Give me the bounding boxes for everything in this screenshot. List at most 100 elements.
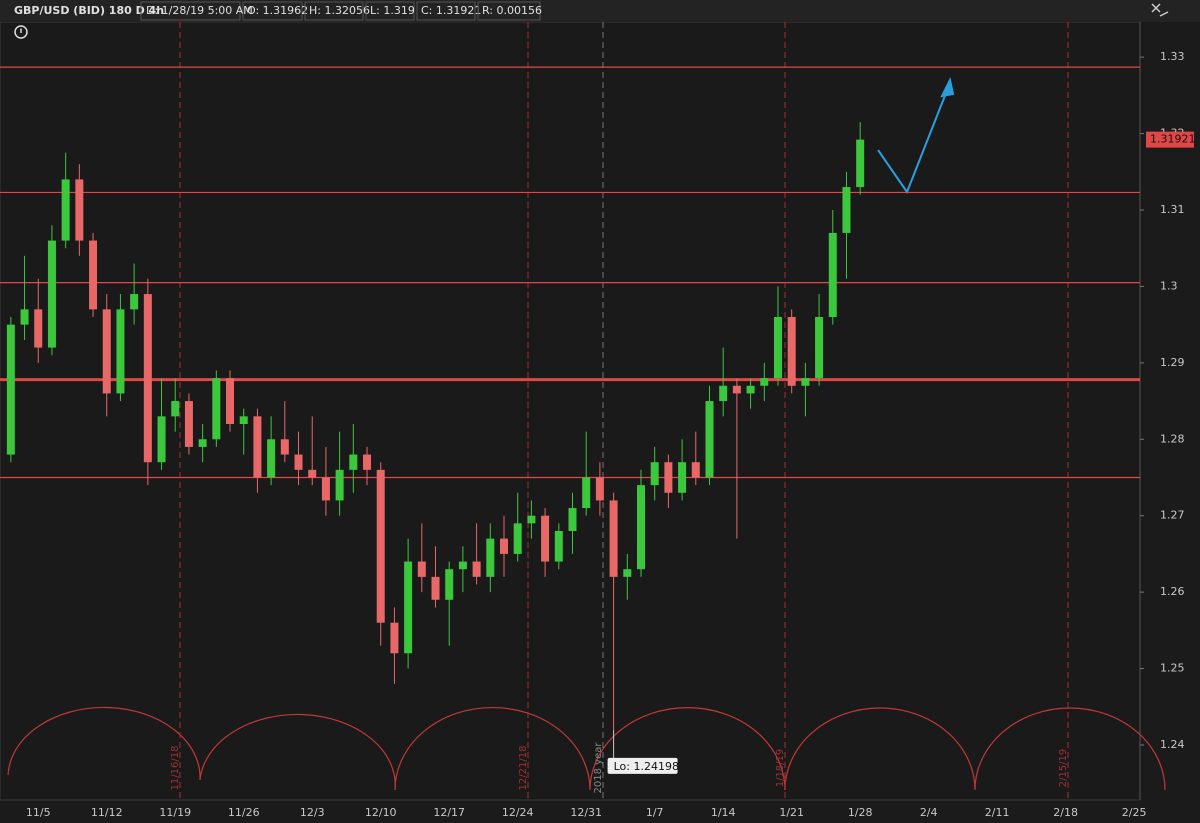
arrow-head <box>940 77 955 98</box>
x-tick-label: 1/7 <box>646 806 664 819</box>
candle-body <box>404 561 413 654</box>
marker-label: 2/15/19 <box>1058 749 1069 788</box>
symbol: GBP/USD (BID) 180 D 4h <box>14 4 164 17</box>
y-tick-label: 1.26 <box>1160 585 1185 598</box>
candle-body <box>609 500 618 577</box>
candle-body <box>527 515 536 524</box>
cycle-arcs <box>7 706 1166 791</box>
y-tick-label: 1.24 <box>1160 738 1185 751</box>
y-tick-label: 1.27 <box>1160 509 1185 522</box>
candle-body <box>61 179 70 241</box>
candle-body <box>445 569 454 600</box>
candle-body <box>253 416 262 478</box>
low: L: 1.319 <box>370 4 415 17</box>
x-tick-label: 12/3 <box>300 806 325 819</box>
candle-body <box>842 187 851 233</box>
candle-body <box>678 462 687 493</box>
candle-body <box>226 378 235 424</box>
x-tick-label: 2/11 <box>985 806 1010 819</box>
candle-body <box>34 309 43 348</box>
candle-body <box>787 316 796 386</box>
y-tick-label: 1.29 <box>1160 356 1185 369</box>
x-tick-label: 11/19 <box>159 806 191 819</box>
close: C: 1.31921 <box>421 4 481 17</box>
x-tick-label: 1/21 <box>779 806 804 819</box>
x-tick-label: 1/28 <box>848 806 873 819</box>
date: D: 1/28/19 5:00 AM <box>146 4 253 17</box>
candle-body <box>554 530 563 562</box>
candle-body <box>623 569 632 577</box>
candle-body <box>486 538 495 577</box>
marker-label: 12/21/18 <box>518 746 529 791</box>
alert-icon[interactable] <box>14 25 28 39</box>
candle-body <box>171 401 180 417</box>
cycle-arc <box>394 706 786 791</box>
box <box>304 1 364 21</box>
candle-body <box>541 515 550 562</box>
candle-body <box>664 462 673 493</box>
box <box>365 1 415 21</box>
cycle-arc <box>784 707 1166 791</box>
candle-body <box>801 378 810 386</box>
collapse-icon[interactable] <box>1151 3 1169 17</box>
candle-body <box>89 240 98 310</box>
y-tick-label: 1.28 <box>1160 432 1185 445</box>
candle-body <box>280 439 289 455</box>
candle-body <box>472 561 481 577</box>
candle-body <box>198 439 207 447</box>
header: GBP/USD (BID) 180 D 4h D: 1/28/19 5:00 A… <box>0 0 1200 22</box>
candle-body <box>20 309 29 325</box>
candle-body <box>719 385 728 402</box>
candle-body <box>321 477 330 501</box>
candle-body <box>47 240 56 348</box>
x-tick-label: 2/25 <box>1122 806 1147 819</box>
open: O: 1.31962 <box>247 4 308 17</box>
candle-body <box>267 439 276 478</box>
marker-label: 2018 year <box>593 742 604 794</box>
x-tick-label: 11/5 <box>26 806 51 819</box>
x-tick-label: 1/14 <box>711 806 736 819</box>
price-badge-label: 1.31921 <box>1150 133 1196 146</box>
candle-body <box>500 538 509 554</box>
header-bar <box>0 0 1200 22</box>
price-badge <box>1146 131 1194 148</box>
candle-body <box>705 401 714 478</box>
candle-body <box>746 385 755 394</box>
cycle-arc <box>7 706 396 791</box>
candle-body <box>636 485 645 570</box>
marker-label: 1/18/19 <box>775 749 786 788</box>
candle-body <box>130 294 139 310</box>
candle-body <box>815 316 824 379</box>
candle-body <box>294 454 303 470</box>
candle-body <box>458 561 467 570</box>
candle-body <box>568 508 577 531</box>
x-tick-label: 11/12 <box>91 806 123 819</box>
candle-body <box>650 462 659 486</box>
candle-body <box>143 294 152 463</box>
low-label: Lo: 1.24198 <box>614 760 679 773</box>
candle-body <box>390 622 399 654</box>
range: R: 0.00156 <box>482 4 542 17</box>
candle-body <box>157 416 166 463</box>
candle-body <box>116 309 125 394</box>
candle-body <box>732 385 741 394</box>
y-tick-label: 1.3 <box>1160 279 1178 292</box>
candle-body <box>363 454 372 470</box>
candle-body <box>75 179 84 241</box>
candle-body <box>513 523 522 554</box>
y-tick-label: 1.31 <box>1160 203 1185 216</box>
candle-body <box>856 139 865 188</box>
candle-body <box>595 477 604 501</box>
candle-body <box>6 324 15 455</box>
marker-label: 11/16/18 <box>170 746 181 791</box>
candle-body <box>308 469 317 478</box>
x-tick-label: 11/26 <box>228 806 260 819</box>
plot-area <box>0 21 1141 801</box>
x-tick-label: 12/17 <box>433 806 465 819</box>
candle-body <box>184 401 193 447</box>
candle-body <box>239 416 248 424</box>
x-tick-label: 2/18 <box>1053 806 1078 819</box>
candle-body <box>335 469 344 501</box>
candle-body <box>760 378 769 386</box>
